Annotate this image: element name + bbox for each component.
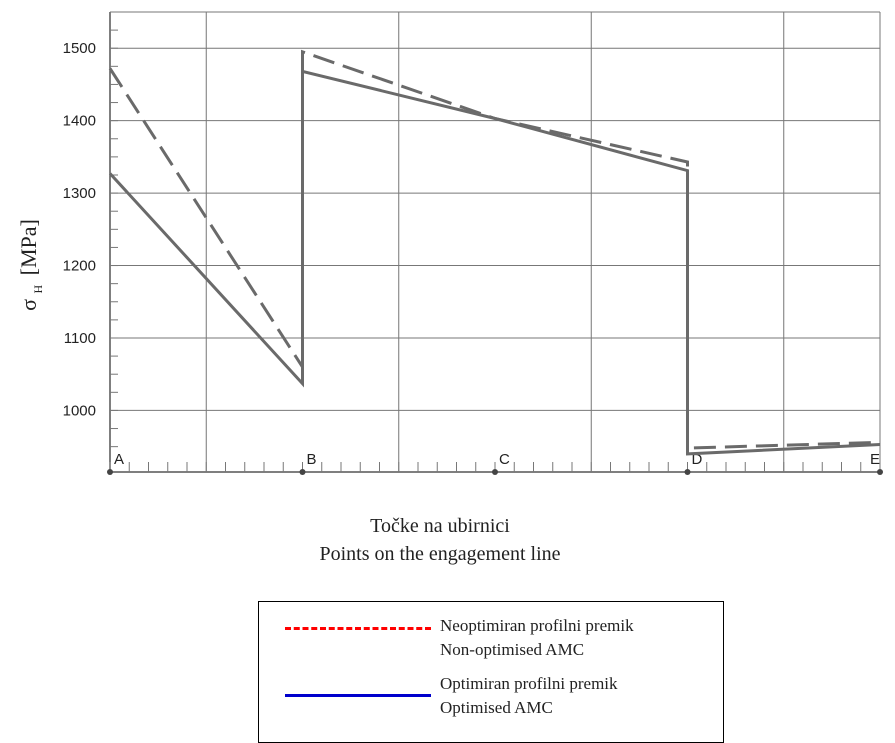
y-tick-label: 1500	[63, 40, 96, 57]
y-tick-label: 1200	[63, 258, 96, 275]
grid-lines	[109, 11, 881, 473]
x-tick-label: C	[499, 451, 510, 468]
legend-label-non-optimised-hr: Neoptimiran profilni premik	[440, 616, 634, 635]
legend-swatch-dashed	[285, 627, 431, 630]
x-category-dot	[492, 469, 498, 475]
x-axis-label-line-1: Točke na ubirnici	[370, 515, 510, 537]
x-category-dot	[107, 469, 113, 475]
x-axis-label-line-2: Points on the engagement line	[319, 543, 561, 565]
legend-item-optimised: Optimiran profilni premik Optimised AMC	[259, 674, 723, 724]
x-category-dot	[299, 469, 306, 475]
series-line-non-optimised	[108, 49, 881, 450]
y-axis-label-unit: [MPa]	[16, 219, 41, 275]
y-axis-label-sub: H	[31, 285, 45, 294]
svg-text:σ H [MPa]: σ H [MPa]	[16, 219, 47, 311]
y-tick-label: 1300	[63, 185, 96, 202]
x-category-dot	[684, 469, 691, 475]
legend-label-optimised-hr: Optimiran profilni premik	[440, 674, 618, 693]
y-tick-label: 1000	[63, 402, 96, 419]
y-axis-label-main: σ	[16, 299, 41, 311]
legend-item-non-optimised: Neoptimiran profilni premik Non-optimise…	[259, 612, 723, 662]
y-tick-label: 1400	[63, 113, 96, 130]
x-tick-label: A	[114, 451, 124, 468]
legend: Neoptimiran profilni premik Non-optimise…	[258, 601, 724, 743]
x-tick-label: E	[870, 451, 880, 468]
x-tick-label: D	[692, 451, 703, 468]
series-lines	[108, 49, 881, 456]
y-axis-label: σ H [MPa]	[16, 219, 47, 311]
legend-label-optimised-en: Optimised AMC	[440, 698, 553, 717]
x-category-dot	[877, 469, 883, 475]
y-tick-labels: 1000 1100 1200 1300 1400 1500	[63, 40, 96, 419]
y-tick-label: 1100	[64, 330, 96, 347]
x-tick-label: B	[307, 451, 317, 468]
x-axis-label: Točke na ubirnici Points on the engageme…	[240, 512, 640, 568]
legend-swatch-solid	[285, 694, 431, 697]
x-tick-labels: A B C D E	[107, 451, 883, 475]
series-line-optimised	[108, 69, 881, 456]
legend-label-non-optimised-en: Non-optimised AMC	[440, 640, 585, 659]
